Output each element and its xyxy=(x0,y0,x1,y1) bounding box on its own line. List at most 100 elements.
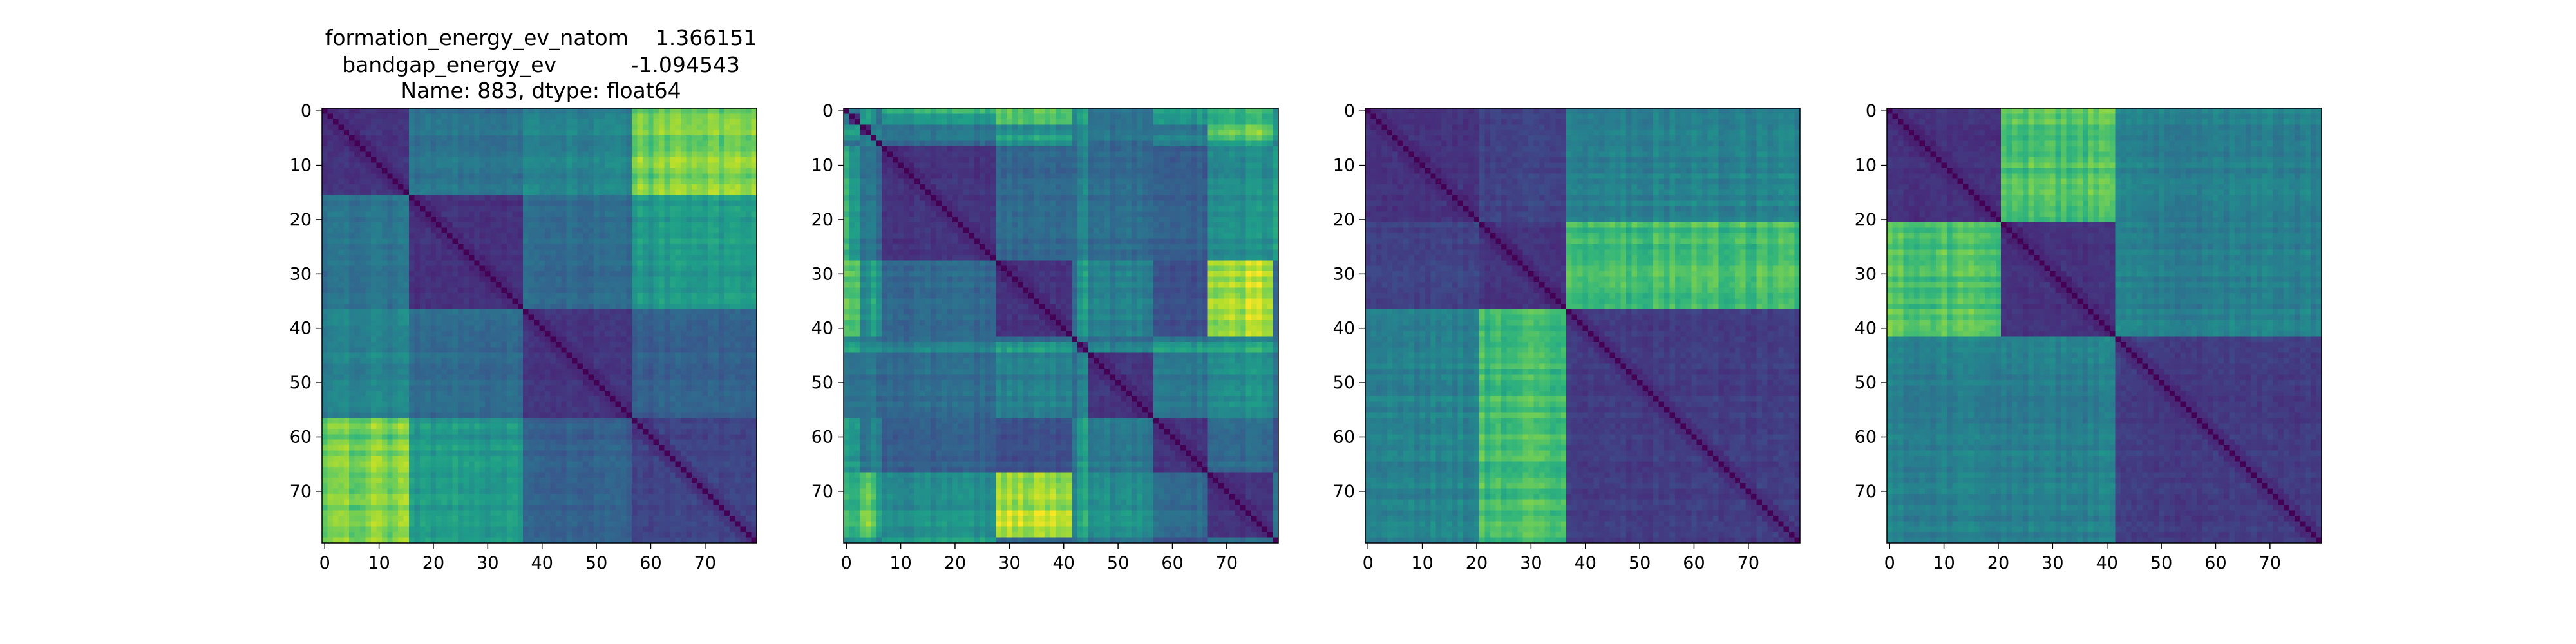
heatmap-cell xyxy=(496,314,502,321)
heatmap-cell xyxy=(659,195,665,202)
heatmap-cell xyxy=(724,325,730,332)
heatmap-cell xyxy=(441,428,448,435)
heatmap-cell xyxy=(577,243,583,250)
heatmap-cell xyxy=(343,162,350,169)
heatmap-cell xyxy=(398,439,404,446)
heatmap-cell xyxy=(365,309,372,316)
heatmap-cell xyxy=(441,303,448,310)
heatmap-cell xyxy=(534,167,540,174)
heatmap-cell xyxy=(332,390,339,397)
heatmap-cell xyxy=(740,200,746,207)
heatmap-cell xyxy=(588,129,594,136)
heatmap-cell xyxy=(419,292,426,299)
heatmap-cell xyxy=(441,211,448,218)
heatmap-cell xyxy=(615,260,621,267)
heatmap-cell xyxy=(588,287,594,294)
heatmap-cell xyxy=(566,222,573,229)
heatmap-cell xyxy=(485,336,491,343)
heatmap-cell xyxy=(419,276,426,283)
heatmap-cell xyxy=(599,184,605,191)
heatmap-cell xyxy=(697,358,703,365)
heatmap-cell xyxy=(327,140,334,147)
heatmap-cell xyxy=(713,423,719,430)
heatmap-cell xyxy=(457,156,464,163)
heatmap-cell xyxy=(452,195,459,202)
heatmap-cell xyxy=(419,282,426,289)
heatmap-cell xyxy=(566,412,573,419)
heatmap-cell xyxy=(376,113,383,120)
heatmap-cell xyxy=(577,309,583,316)
heatmap-cell xyxy=(327,303,334,310)
heatmap-cell xyxy=(392,298,399,305)
heatmap-cell xyxy=(555,347,562,354)
heatmap-cell xyxy=(544,200,551,207)
heatmap-cell xyxy=(517,118,524,125)
heatmap-cell xyxy=(615,396,621,402)
heatmap-cell xyxy=(523,412,529,419)
heatmap-cell xyxy=(479,118,486,125)
heatmap-cell xyxy=(539,124,545,131)
heatmap-cell xyxy=(365,124,372,131)
heatmap-cell xyxy=(746,303,752,310)
heatmap-cell xyxy=(506,271,513,278)
heatmap-cell xyxy=(403,390,410,397)
heatmap-cell xyxy=(327,407,334,413)
heatmap-cell xyxy=(474,162,480,169)
heatmap-cell xyxy=(468,428,475,435)
heatmap-cell xyxy=(468,369,475,375)
heatmap-cell xyxy=(610,205,616,212)
heatmap-cell xyxy=(534,216,540,223)
heatmap-cell xyxy=(512,434,518,440)
heatmap-cell xyxy=(425,265,431,272)
heatmap-cell xyxy=(713,428,719,435)
heatmap-cell xyxy=(403,238,410,245)
heatmap-cell xyxy=(501,249,507,256)
heatmap-cell xyxy=(447,156,453,163)
heatmap-cell xyxy=(604,211,611,218)
heatmap-cell xyxy=(441,276,448,283)
heatmap-cell xyxy=(572,309,578,316)
heatmap-cell xyxy=(544,124,551,131)
heatmap-cell xyxy=(599,412,605,419)
heatmap-cell xyxy=(604,205,611,212)
heatmap-cell xyxy=(572,162,578,169)
heatmap-cell xyxy=(398,330,404,337)
heatmap-cell xyxy=(430,146,437,153)
heatmap-cell xyxy=(555,407,562,413)
heatmap-cell xyxy=(349,146,355,153)
heatmap-cell xyxy=(593,439,600,446)
heatmap-cell xyxy=(708,287,714,294)
heatmap-cell xyxy=(631,135,638,142)
heatmap-cell xyxy=(436,320,442,327)
heatmap-cell xyxy=(387,385,393,392)
heatmap-cell xyxy=(746,439,752,446)
heatmap-cell xyxy=(659,271,665,278)
heatmap-cell xyxy=(740,113,746,120)
heatmap-cell xyxy=(479,445,486,451)
heatmap-cell xyxy=(370,216,377,223)
heatmap-cell xyxy=(457,385,464,392)
heatmap-cell xyxy=(544,205,551,212)
heatmap-cell xyxy=(691,151,697,158)
heatmap-cell xyxy=(425,390,431,397)
heatmap-cell xyxy=(702,363,708,370)
heatmap-cell xyxy=(398,162,404,169)
heatmap-cell xyxy=(447,211,453,218)
heatmap-cell xyxy=(675,330,681,337)
heatmap-cell xyxy=(403,108,410,115)
heatmap-cell xyxy=(332,205,339,212)
heatmap-cell xyxy=(534,298,540,305)
heatmap-cell xyxy=(534,162,540,169)
heatmap-cell xyxy=(501,423,507,430)
heatmap-cell xyxy=(740,369,746,375)
heatmap-cell xyxy=(490,189,497,196)
heatmap-cell xyxy=(740,189,746,196)
heatmap-cell xyxy=(436,439,442,446)
heatmap-cell xyxy=(566,124,573,131)
heatmap-cell xyxy=(572,227,578,234)
heatmap-cell xyxy=(648,271,654,278)
heatmap-cell xyxy=(593,227,600,234)
heatmap-cell xyxy=(452,129,459,136)
heatmap-cell xyxy=(392,330,399,337)
heatmap-cell xyxy=(621,412,627,419)
